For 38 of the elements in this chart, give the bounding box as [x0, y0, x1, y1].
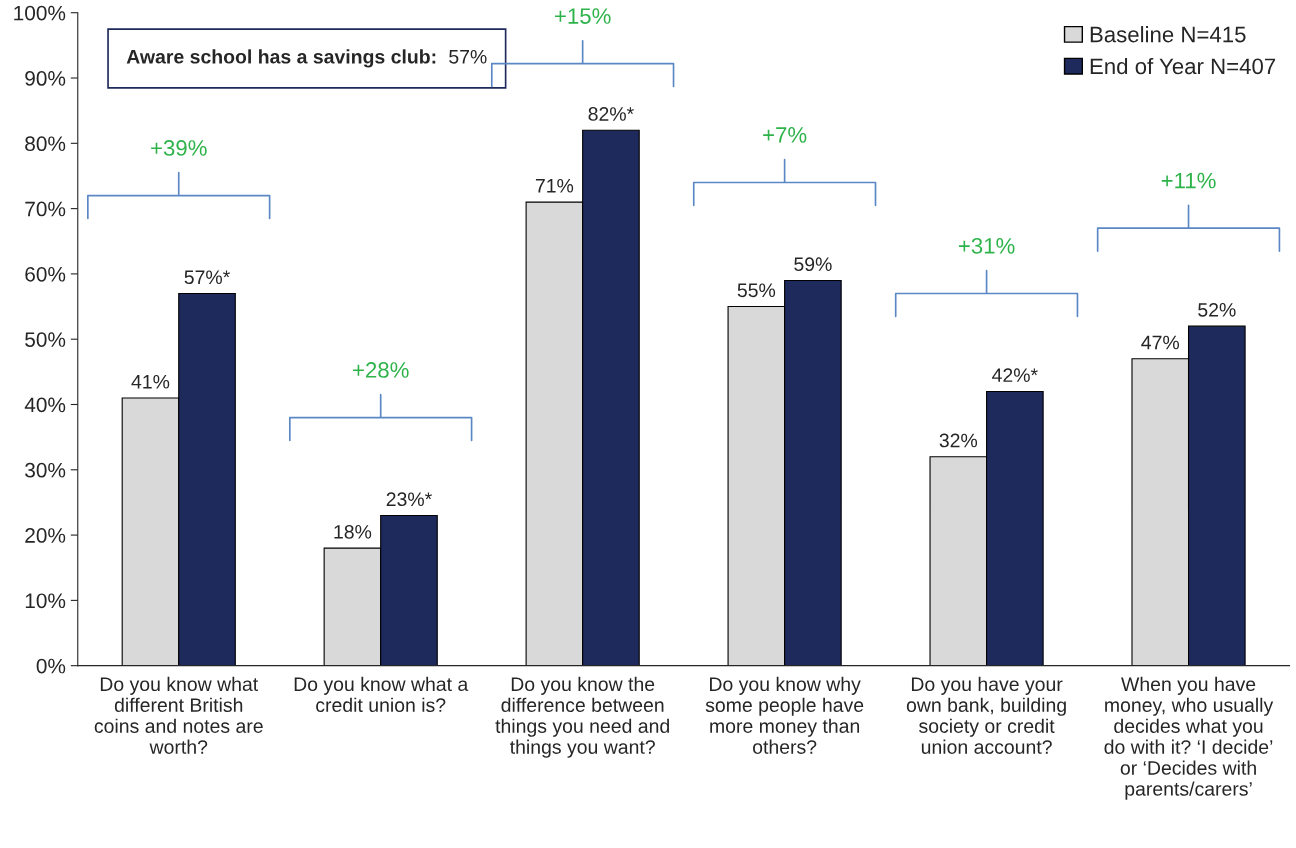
legend-label: End of Year N=407: [1090, 57, 1276, 75]
annotation: +28%: [353, 362, 409, 378]
annotation: +15%: [555, 8, 611, 24]
data-label: 47%: [1141, 335, 1180, 350]
data-label: 55%: [737, 283, 776, 298]
y-tick-label: 100%: [14, 5, 66, 21]
y-tick-label: 50%: [25, 332, 66, 347]
y-tick-label: 10%: [25, 593, 66, 609]
annotation: +31%: [958, 238, 1015, 254]
annotation: +39%: [151, 140, 207, 156]
data-label: 41%: [131, 374, 170, 389]
data-label: 18%: [334, 524, 372, 539]
y-tick-label: 40%: [24, 397, 66, 413]
y-tick-label: 90%: [25, 71, 66, 86]
legend-label: Baseline N=415: [1090, 26, 1246, 43]
data-label: 52%: [1198, 302, 1236, 317]
y-tick-label: 30%: [25, 462, 66, 478]
x-tick-label: Do you know why some people have more money than others?: [705, 676, 864, 754]
y-tick-label: 60%: [25, 266, 66, 282]
x-tick-label: Do you have your own bank, building society or credit union account?: [906, 676, 1066, 754]
data-label: 57%*: [184, 270, 230, 285]
y-tick-label: 20%: [25, 528, 66, 543]
x-tick-label: Do you know what different British coins and notes are worth?: [94, 676, 263, 754]
x-tick-label: Do you know the difference between things you need and things you want?: [495, 676, 669, 758]
data-label: 32%: [939, 433, 978, 448]
y-tick-label: 80%: [25, 136, 66, 152]
annotation: Aware school has a savings club: 57%: [126, 49, 487, 68]
data-label: 23%*: [386, 492, 432, 507]
data-label: 71%: [535, 179, 574, 193]
y-tick-label: 0%: [36, 658, 66, 674]
y-tick-label: 70%: [25, 201, 66, 217]
annotation: +7%: [763, 127, 807, 143]
annotation: +11%: [1161, 172, 1216, 189]
data-label: 42%*: [992, 368, 1038, 382]
x-tick-label: When you have money, who usually decides what you do with it? ‘I decide’ or ‘Decides with parents/carers’: [1104, 676, 1274, 800]
data-label: 59%: [794, 257, 832, 272]
data-label: 82%*: [588, 107, 634, 121]
x-tick-label: Do you know what a credit union is?: [294, 676, 469, 713]
